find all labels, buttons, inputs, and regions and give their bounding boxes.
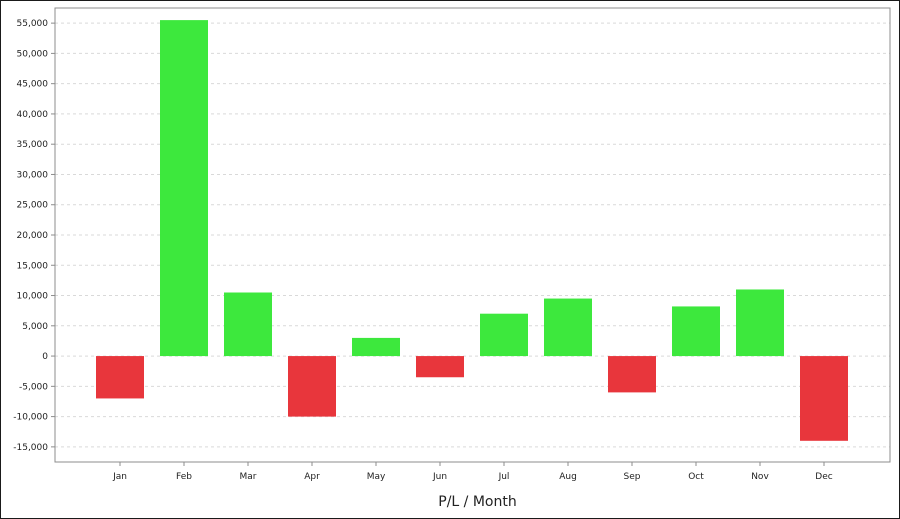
x-tick-label: Feb — [176, 472, 192, 482]
axes — [51, 7, 891, 466]
x-tick-label: Jul — [498, 472, 510, 482]
x-axis-tick-labels: Jan Feb Mar Apr May Jun Jul Aug Sep Oct Nov Dec — [112, 472, 833, 482]
bar-jun — [416, 356, 464, 378]
bar-oct — [672, 306, 720, 357]
bar-may — [352, 337, 400, 357]
bar-jan — [96, 356, 144, 399]
x-tick-label: Jan — [112, 472, 127, 482]
x-tick-label: Mar — [240, 472, 257, 482]
y-tick-label: 15,000 — [17, 261, 49, 271]
y-tick-label: 30,000 — [17, 170, 49, 180]
bar-aug — [544, 298, 592, 357]
bar-sep — [608, 356, 656, 393]
y-tick-label: 40,000 — [17, 110, 49, 120]
x-tick-label: Oct — [688, 472, 704, 482]
y-tick-label: 20,000 — [17, 231, 49, 241]
y-tick-label: -15,000 — [13, 443, 48, 453]
bar-mar — [224, 292, 272, 357]
bar-jul — [480, 313, 528, 357]
x-axis-title: P/L / Month — [438, 494, 516, 510]
x-tick-label: Dec — [815, 472, 832, 482]
y-tick-label: 35,000 — [17, 140, 49, 150]
y-tick-label: 45,000 — [17, 80, 49, 90]
y-tick-label: 25,000 — [17, 201, 49, 211]
bar-apr — [288, 356, 336, 417]
bar-dec — [800, 356, 848, 441]
x-tick-label: Apr — [304, 472, 320, 482]
y-axis-tick-labels: 55,000 50,000 45,000 40,000 35,000 30,000 25,0… — [13, 19, 48, 453]
x-tick-label: Jun — [432, 472, 447, 482]
y-tick-label: 50,000 — [17, 49, 49, 59]
y-tick-label: -10,000 — [13, 413, 48, 423]
y-tick-label: 55,000 — [17, 19, 49, 29]
bar-nov — [736, 289, 784, 357]
bar-feb — [160, 20, 208, 357]
x-tick-label: May — [367, 472, 386, 482]
x-tick-label: Nov — [751, 472, 769, 482]
bars — [96, 20, 848, 441]
y-tick-label: -5,000 — [19, 382, 48, 392]
y-tick-label: 0 — [42, 352, 48, 362]
y-tick-label: 10,000 — [17, 292, 49, 302]
x-tick-label: Sep — [624, 472, 641, 482]
x-tick-label: Aug — [559, 472, 577, 482]
y-tick-label: 5,000 — [22, 322, 48, 332]
